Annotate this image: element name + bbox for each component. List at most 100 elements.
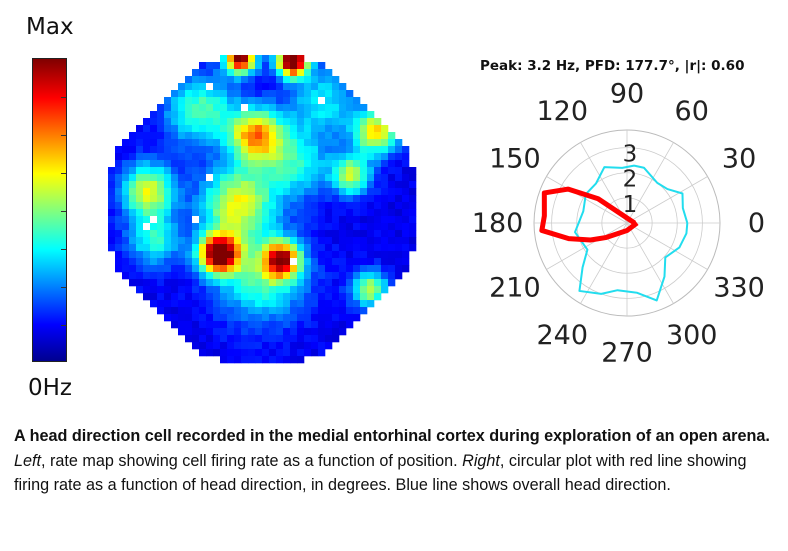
rate-map-cell bbox=[395, 209, 403, 217]
rate-map-cell bbox=[234, 167, 242, 175]
angle-tick-label: 300 bbox=[666, 320, 718, 351]
rate-map-cell bbox=[206, 335, 214, 343]
rate-map-cell bbox=[290, 356, 298, 364]
rate-map-cell bbox=[332, 272, 340, 280]
rate-map-cell bbox=[178, 174, 186, 182]
rate-map-cell bbox=[108, 188, 116, 196]
rate-map-cell bbox=[199, 202, 207, 210]
rate-map-cell bbox=[325, 69, 333, 77]
rate-map-cell bbox=[241, 181, 249, 189]
rate-map-cell bbox=[304, 104, 312, 112]
rate-map-cell bbox=[220, 97, 228, 105]
rate-map-cell bbox=[192, 181, 200, 189]
rate-map-cell bbox=[234, 216, 242, 224]
rate-map-cell bbox=[346, 279, 354, 287]
rate-map-cell bbox=[318, 321, 326, 329]
rate-map-cell bbox=[143, 265, 151, 273]
rate-map-cell bbox=[227, 202, 235, 210]
rate-map-cell bbox=[255, 167, 263, 175]
rate-map-cell bbox=[150, 125, 158, 133]
rate-map-cell bbox=[290, 167, 298, 175]
rate-map-cell bbox=[283, 265, 291, 273]
rate-map-cell bbox=[171, 216, 179, 224]
rate-map-cell bbox=[332, 118, 340, 126]
rate-map-cell bbox=[206, 62, 214, 70]
rate-map-cell bbox=[318, 188, 326, 196]
rate-map-cell bbox=[402, 174, 410, 182]
rate-map-cell bbox=[395, 251, 403, 259]
rate-map-cell bbox=[262, 314, 270, 322]
rate-map-cell bbox=[346, 265, 354, 273]
rate-map-cell bbox=[171, 181, 179, 189]
rate-map-cell bbox=[388, 181, 396, 189]
rate-map-cell bbox=[199, 328, 207, 336]
rate-map-cell bbox=[234, 139, 242, 147]
rate-map-cell bbox=[248, 97, 256, 105]
rate-map-cell bbox=[374, 244, 382, 252]
rate-map-cell bbox=[311, 104, 319, 112]
rate-map-cell bbox=[220, 76, 228, 84]
rate-map-cell bbox=[185, 251, 193, 259]
rate-map-cell bbox=[374, 258, 382, 266]
rate-map-cell bbox=[360, 181, 368, 189]
rate-map-cell bbox=[395, 167, 403, 175]
rate-map-cell bbox=[325, 90, 333, 98]
rate-map-cell bbox=[199, 188, 207, 196]
rate-map-cell bbox=[360, 286, 368, 294]
rate-map-cell bbox=[122, 209, 130, 217]
rate-map-cell bbox=[248, 272, 256, 280]
rate-map-cell bbox=[374, 293, 382, 301]
rate-map-cell bbox=[409, 188, 417, 196]
rate-map-cell bbox=[150, 209, 158, 217]
rate-map-cell bbox=[262, 202, 270, 210]
rate-map-cell bbox=[360, 300, 368, 308]
rate-map-cell bbox=[255, 104, 263, 112]
rate-map-cell bbox=[171, 174, 179, 182]
rate-map-cell bbox=[269, 69, 277, 77]
rate-map-cell bbox=[213, 90, 221, 98]
rate-map-cell bbox=[304, 174, 312, 182]
rate-map-cell bbox=[241, 90, 249, 98]
rate-map-cell bbox=[192, 223, 200, 231]
rate-map-cell bbox=[311, 174, 319, 182]
rate-map-cell bbox=[304, 251, 312, 259]
rate-map-cell bbox=[262, 251, 270, 259]
rate-map-cell bbox=[269, 342, 277, 350]
rate-map-cell bbox=[115, 174, 123, 182]
rate-map-cell bbox=[234, 55, 242, 63]
rate-map-cell bbox=[325, 132, 333, 140]
rate-map-cell bbox=[262, 237, 270, 245]
rate-map-cell bbox=[353, 209, 361, 217]
rate-map-cell bbox=[304, 216, 312, 224]
rate-map-cell bbox=[199, 160, 207, 168]
rate-map-cell bbox=[290, 216, 298, 224]
rate-map-cell bbox=[262, 349, 270, 357]
rate-map-cell bbox=[283, 279, 291, 287]
rate-map-cell bbox=[213, 104, 221, 112]
rate-map-cell bbox=[206, 90, 214, 98]
rate-map-cell bbox=[332, 265, 340, 273]
rate-map-cell bbox=[206, 111, 214, 119]
rate-map-cell bbox=[213, 202, 221, 210]
rate-map-cell bbox=[227, 349, 235, 357]
rate-map-cell bbox=[374, 237, 382, 245]
rate-map-cell bbox=[353, 111, 361, 119]
rate-map-cell bbox=[360, 118, 368, 126]
rate-map-cell bbox=[150, 244, 158, 252]
rate-map-cell bbox=[388, 209, 396, 217]
rate-map-cell bbox=[199, 181, 207, 189]
rate-map-cell bbox=[276, 286, 284, 294]
rate-map-cell bbox=[185, 293, 193, 301]
rate-map-cell bbox=[290, 244, 298, 252]
rate-map-cell bbox=[206, 286, 214, 294]
rate-map-cell bbox=[178, 139, 186, 147]
rate-map-cell bbox=[283, 174, 291, 182]
rate-map-cell bbox=[332, 321, 340, 329]
rate-map-cell bbox=[360, 251, 368, 259]
rate-map-cell bbox=[234, 153, 242, 161]
rate-map-cell bbox=[255, 272, 263, 280]
rate-map-cell bbox=[220, 230, 228, 238]
rate-map-cell bbox=[276, 188, 284, 196]
rate-map-cell bbox=[262, 125, 270, 133]
rate-map-cell bbox=[332, 314, 340, 322]
